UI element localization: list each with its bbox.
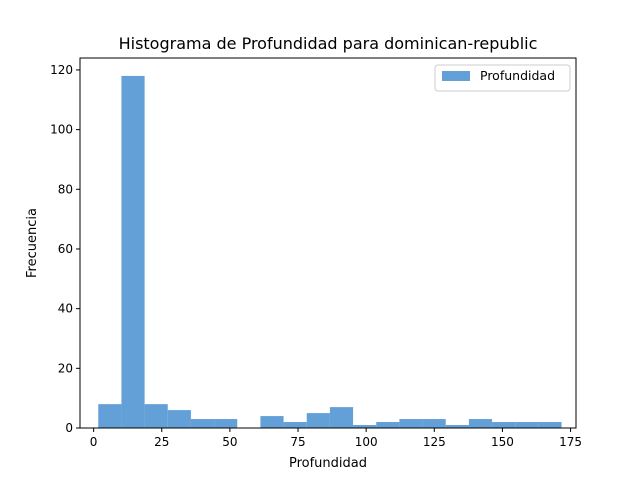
histogram-bar-10 — [329, 407, 354, 428]
histogram-bar-15 — [445, 425, 469, 428]
y-tick-label-5: 100 — [50, 123, 73, 137]
histogram-bar-11 — [353, 425, 377, 428]
x-tick-label-3: 75 — [290, 435, 305, 449]
chart-title: Histograma de Profundidad para dominican… — [119, 34, 538, 53]
legend: Profundidad — [434, 64, 571, 92]
histogram-bar-8 — [283, 422, 307, 428]
x-tick-label-1: 25 — [154, 435, 169, 449]
histogram-bar-1 — [121, 75, 145, 428]
x-axis-ticks: 0 25 50 75 100 125 150 175 — [90, 428, 582, 449]
x-tick-label-6: 150 — [491, 435, 514, 449]
y-axis-label: Frecuencia — [25, 208, 40, 278]
histogram-bar-18 — [515, 422, 539, 428]
histogram-bar-19 — [538, 422, 562, 428]
y-tick-label-1: 20 — [58, 361, 73, 375]
histogram-bar-4 — [190, 419, 215, 428]
histogram-bar-5 — [214, 419, 238, 428]
x-tick-label-4: 100 — [355, 435, 378, 449]
x-axis-label: Profundidad — [289, 456, 367, 471]
y-tick-label-2: 40 — [58, 302, 73, 316]
y-axis-ticks: 0 20 40 60 80 100 120 — [50, 63, 80, 435]
histogram-bar-14 — [422, 419, 446, 428]
histogram-bar-12 — [376, 422, 400, 428]
histogram-bar-16 — [468, 419, 493, 428]
x-tick-label-0: 0 — [90, 435, 98, 449]
histogram-bar-9 — [306, 413, 330, 428]
y-tick-label-0: 0 — [65, 421, 73, 435]
x-tick-label-7: 175 — [559, 435, 582, 449]
legend-label: Profundidad — [480, 68, 555, 83]
y-tick-label-4: 80 — [58, 182, 73, 196]
histogram-bars — [98, 75, 562, 428]
y-tick-label-6: 120 — [50, 63, 73, 77]
legend-swatch — [442, 71, 470, 81]
histogram-bar-3 — [167, 410, 191, 428]
plot-frame — [79, 57, 577, 429]
histogram-bar-2 — [144, 404, 168, 428]
y-tick-label-3: 60 — [58, 242, 73, 256]
x-tick-label-2: 50 — [222, 435, 237, 449]
histogram-bar-13 — [399, 419, 423, 428]
histogram-bar-17 — [492, 422, 516, 428]
histogram-bar-7 — [260, 416, 284, 428]
histogram-bar-0 — [98, 404, 122, 428]
x-tick-label-5: 125 — [423, 435, 446, 449]
